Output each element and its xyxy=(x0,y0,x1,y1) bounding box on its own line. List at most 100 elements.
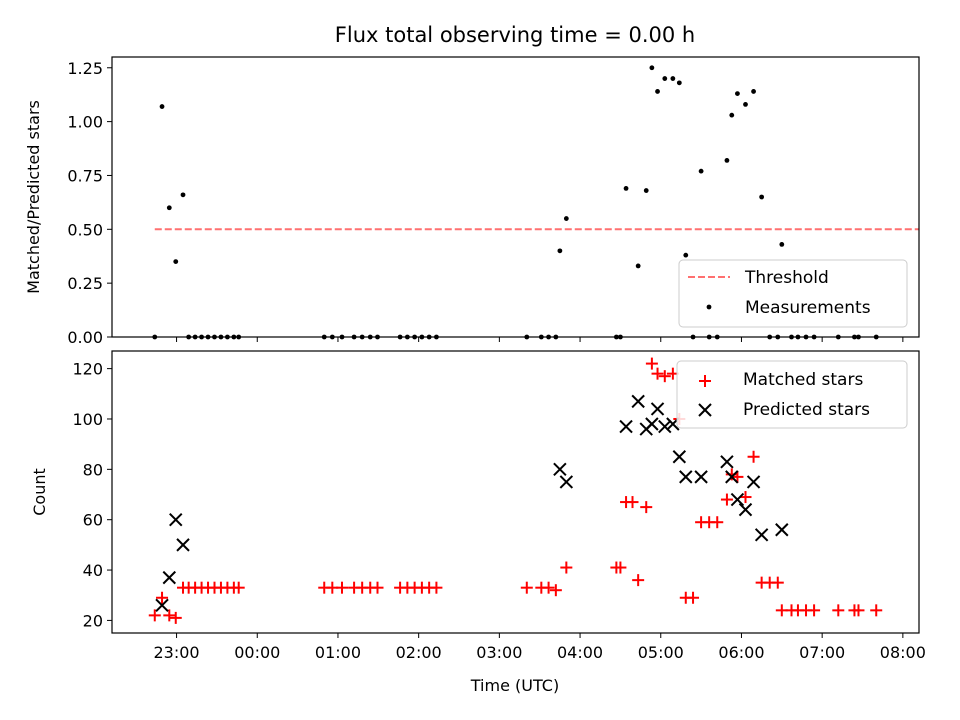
matched-star-point xyxy=(371,581,384,594)
x-tick-label: 02:00 xyxy=(396,643,442,662)
predicted-star-point xyxy=(730,492,745,507)
x-tick-label: 07:00 xyxy=(799,643,845,662)
x-tick-label: 03:00 xyxy=(476,643,522,662)
matched-star-point xyxy=(560,561,573,574)
matched-star-point xyxy=(870,604,883,617)
matched-star-point xyxy=(725,468,738,481)
bottom-legend-box xyxy=(676,360,908,429)
bottom-y-tick-label: 100 xyxy=(72,410,103,429)
top-subplot: Flux total observing time = 0.00 h 0.000… xyxy=(24,23,920,347)
bottom-y-tick-label: 120 xyxy=(72,360,103,379)
matched-star-point xyxy=(549,584,562,597)
bottom-legend: Matched stars Predicted stars xyxy=(676,360,908,429)
matched-star-point xyxy=(232,581,245,594)
top-y-tick-label: 0.00 xyxy=(67,328,103,347)
legend-measurements-label: Measurements xyxy=(745,298,871,318)
matched-star-point xyxy=(731,470,744,483)
x-tick-label: 01:00 xyxy=(315,643,361,662)
measurement-point xyxy=(557,248,563,254)
predicted-star-point xyxy=(720,455,734,469)
predicted-star-point xyxy=(645,417,659,431)
matched-star-point xyxy=(520,581,533,594)
bottom-axes: 20 40 60 80 100 120 23:00 00:00 01:00 02:00 03:00 0… xyxy=(72,360,925,662)
measurement-point xyxy=(670,76,676,81)
matched-star-point xyxy=(632,574,645,587)
top-legend: Threshold Measurements xyxy=(678,259,908,328)
predicted-star-point xyxy=(650,402,665,416)
measurement-point xyxy=(662,76,668,81)
measurement-point xyxy=(635,263,641,269)
predicted-star-point xyxy=(725,470,739,484)
bottom-y-tick-label: 20 xyxy=(83,611,103,630)
predicted-star-point xyxy=(775,523,789,537)
x-tick-label: 08:00 xyxy=(880,643,926,662)
matched-star-point xyxy=(687,591,700,604)
bottom-y-tick-label: 60 xyxy=(83,511,103,530)
matched-star-point xyxy=(832,604,845,617)
matched-star-point xyxy=(747,450,760,463)
x-tick-label: 00:00 xyxy=(234,643,280,662)
measurement-point xyxy=(643,188,649,193)
legend-threshold-label: Threshold xyxy=(744,268,829,288)
legend-predicted-label: Predicted stars xyxy=(743,400,870,420)
matched-star-point xyxy=(626,496,639,509)
matched-star-point xyxy=(542,581,555,594)
predicted-star-point xyxy=(559,475,574,489)
top-y-tick-label: 0.50 xyxy=(67,220,103,239)
predicted-star-point xyxy=(619,419,633,434)
bottom-y-tick-label: 80 xyxy=(83,460,103,479)
predicted-star-point xyxy=(169,512,183,527)
matched-star-point xyxy=(808,604,821,617)
legend-matched-label: Matched stars xyxy=(743,370,863,390)
matched-star-point xyxy=(852,604,865,617)
predicted-star-point xyxy=(754,528,769,542)
top-plot-frame xyxy=(111,56,920,338)
matched-star-point xyxy=(658,370,671,383)
top-y-axis-label: Matched/Predicted stars xyxy=(24,100,43,294)
x-tick-label: 06:00 xyxy=(718,643,764,662)
bottom-subplot: 20 40 60 80 100 120 23:00 00:00 01:00 02:00 03:00 0… xyxy=(30,350,926,695)
matched-star-point xyxy=(711,516,724,529)
top-y-tick-label: 0.75 xyxy=(67,166,103,185)
matched-star-point xyxy=(148,609,161,622)
matched-star-point xyxy=(720,493,733,506)
measurement-point xyxy=(779,241,785,247)
predicted-star-point xyxy=(746,475,761,489)
measurement-point xyxy=(159,104,165,109)
measurement-point xyxy=(166,205,172,211)
x-axis-label: Time (UTC) xyxy=(470,676,559,695)
bottom-plot-frame xyxy=(111,350,920,634)
measurement-point xyxy=(735,91,740,97)
predicted-star-point xyxy=(679,470,693,484)
legend-predicted-swatch xyxy=(698,403,712,417)
predicted-star-point xyxy=(738,502,753,517)
top-legend-box xyxy=(678,259,908,328)
measurement-point xyxy=(743,101,748,107)
legend-matched-swatch xyxy=(699,375,711,387)
matched-star-point xyxy=(614,561,627,574)
measurement-point xyxy=(683,252,689,258)
measurement-point xyxy=(173,259,179,265)
measurement-point xyxy=(729,112,735,118)
measurement-point xyxy=(751,89,756,94)
predicted-star-point xyxy=(176,538,190,552)
predicted-star-point xyxy=(694,470,708,484)
top-axes: 0.00 0.25 0.50 0.75 1.00 1.25 xyxy=(67,59,904,347)
predicted-star-point xyxy=(631,394,645,409)
predicted-star-point xyxy=(162,570,177,585)
measurement-point xyxy=(563,216,569,221)
measurement-point xyxy=(180,192,186,198)
top-y-tick-label: 1.00 xyxy=(67,113,103,132)
predicted-star-point xyxy=(672,450,687,464)
measurement-point xyxy=(698,168,704,174)
bottom-y-axis-label: Count xyxy=(30,468,49,516)
matched-star-point xyxy=(156,591,169,604)
x-tick-label: 04:00 xyxy=(557,643,603,662)
predicted-star-point xyxy=(155,598,169,613)
top-y-tick-label: 1.25 xyxy=(67,59,103,78)
predicted-star-point xyxy=(553,462,567,477)
measurement-point xyxy=(655,89,660,94)
matched-star-point xyxy=(169,611,182,624)
